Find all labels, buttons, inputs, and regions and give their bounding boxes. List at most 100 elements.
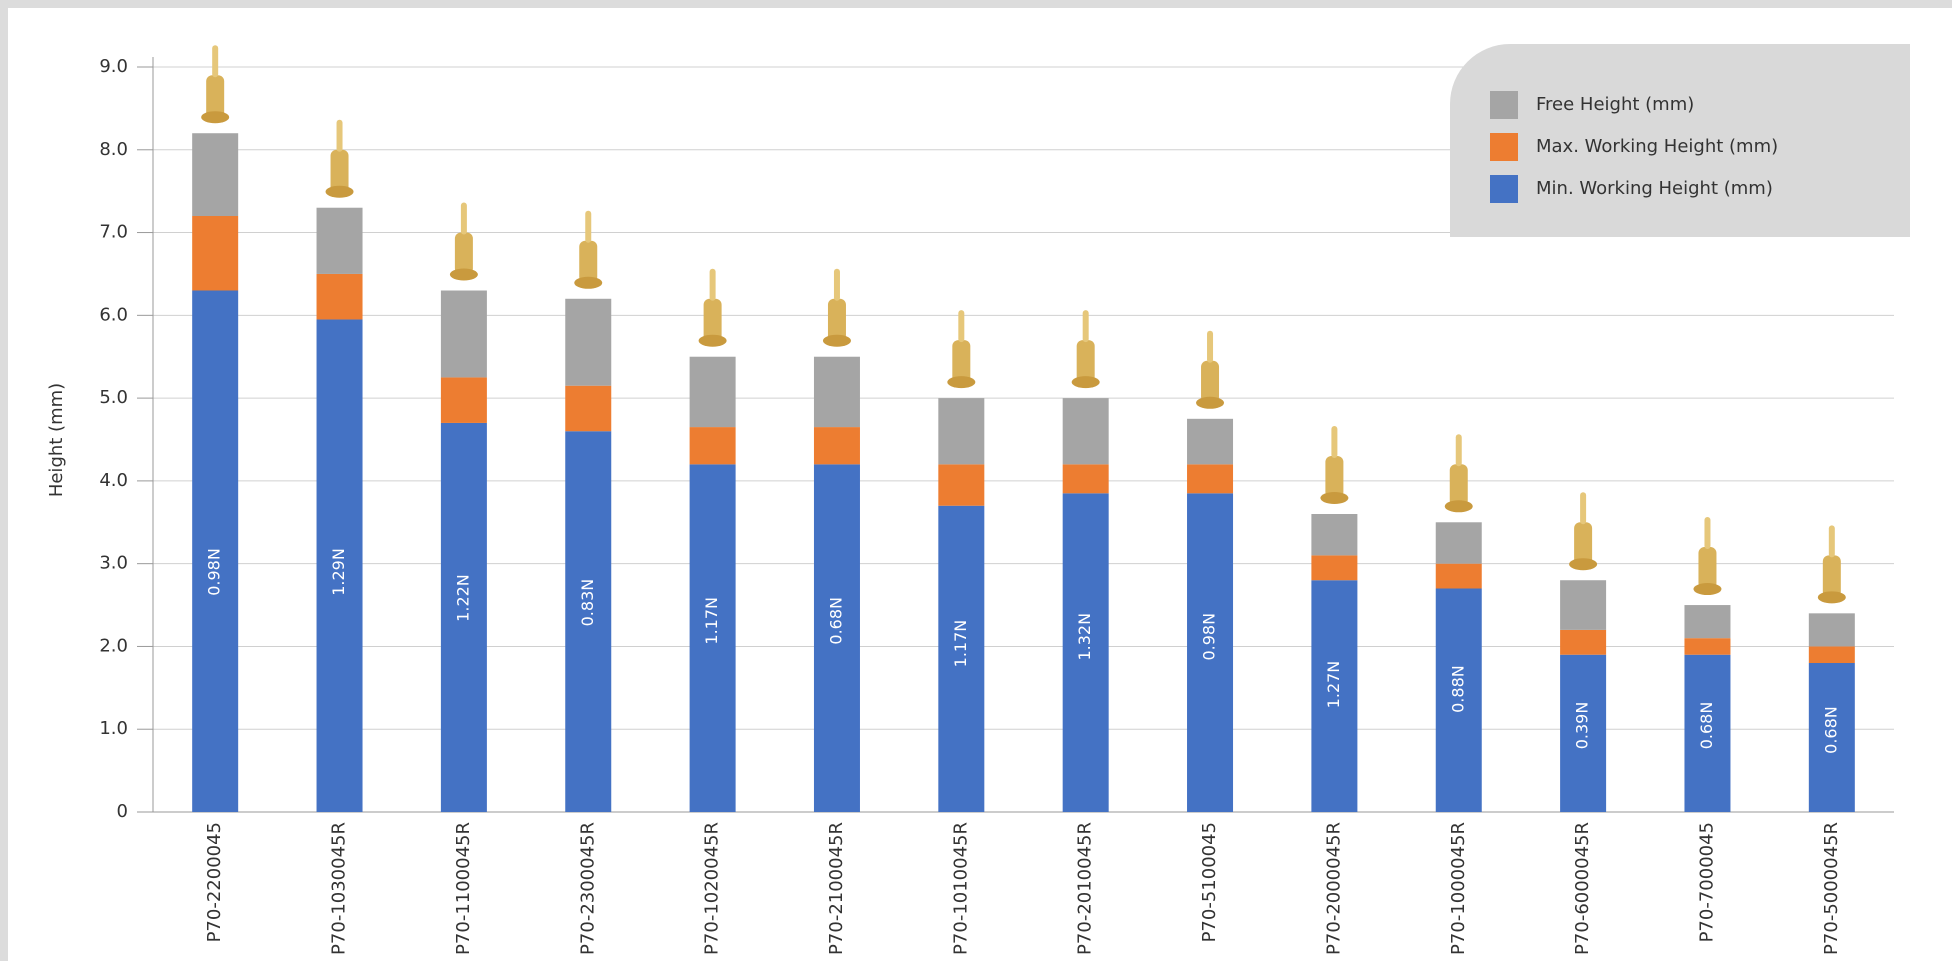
bar-segment [1435, 588, 1482, 812]
x-tick-label: P70-2000045R [1323, 822, 1344, 955]
bar-annotation: 0.39N [1573, 702, 1592, 750]
pin-base [1817, 591, 1846, 604]
y-tick-label: 6.0 [99, 304, 128, 325]
bar-annotation: 1.17N [951, 620, 970, 668]
bar-segment [1062, 464, 1109, 494]
bar-segment [565, 385, 612, 432]
pin-body [1449, 464, 1468, 507]
x-tick-label: P70-7000045 [1696, 822, 1717, 942]
pin-tip [833, 268, 840, 301]
y-tick-label: 9.0 [99, 56, 128, 77]
bar-annotation: 0.68N [1821, 706, 1840, 754]
pin-base [1071, 376, 1100, 389]
bar-segment [813, 356, 860, 428]
x-tick-label: P70-2200045 [204, 822, 225, 942]
x-tick-label: P70-1030045R [329, 822, 350, 955]
pin-base [325, 185, 354, 198]
pin-base [1320, 492, 1349, 504]
bar-annotation: 1.27N [1324, 661, 1343, 709]
bar-segment [192, 216, 239, 291]
pin-base [574, 276, 603, 289]
pin-body [952, 340, 971, 383]
y-tick-label: 0 [117, 801, 128, 822]
pin-tip [958, 310, 965, 343]
pin-base [947, 376, 976, 389]
pin-tip [1207, 330, 1214, 363]
bar-segment [440, 377, 487, 423]
x-tick-label: P70-2100045R [826, 822, 847, 955]
pin-base [449, 268, 478, 281]
pin-base [201, 111, 230, 124]
x-tick-label: P70-5000045R [1821, 822, 1842, 955]
legend-box [1450, 44, 1910, 237]
legend-swatch [1490, 133, 1518, 161]
pin-base [1444, 500, 1473, 513]
bar-annotation: 1.22N [453, 574, 472, 622]
bar-segment [192, 133, 239, 216]
bar-segment [316, 207, 363, 274]
pin-tip [1331, 426, 1338, 458]
pin-base [698, 334, 727, 347]
bar-segment [565, 298, 612, 386]
bar-segment [813, 427, 860, 465]
x-tick-label: P70-1010045R [950, 822, 971, 955]
bar-segment [1684, 605, 1731, 639]
pin-tip [1455, 434, 1462, 467]
bar-segment [1560, 629, 1607, 655]
bar-segment [1435, 522, 1482, 564]
bar-segment [938, 505, 985, 812]
bar-annotation: 0.88N [1448, 665, 1467, 713]
bar-annotation: 1.29N [329, 548, 348, 596]
bar-segment [1062, 398, 1109, 465]
bar-segment [440, 290, 487, 378]
bar-segment [1684, 654, 1731, 812]
bar-segment [1808, 613, 1855, 647]
pin-base [1569, 558, 1598, 571]
bar-segment [1187, 464, 1234, 494]
y-tick-label: 4.0 [99, 470, 128, 491]
bar-segment [1560, 654, 1607, 812]
pin-body [1822, 555, 1841, 598]
bar-annotation: 0.98N [205, 548, 224, 596]
pin-tip [460, 202, 467, 235]
pin-tip [709, 268, 716, 301]
bar-annotation: 0.98N [1200, 613, 1219, 661]
y-tick-label: 2.0 [99, 635, 128, 656]
legend-swatch [1490, 91, 1518, 119]
bar-segment [316, 273, 363, 320]
pin-tip [1082, 310, 1089, 343]
bar-annotation: 1.32N [1075, 613, 1094, 661]
bar-segment [1187, 418, 1234, 465]
bar-annotation: 0.68N [826, 597, 845, 645]
legend-label: Free Height (mm) [1536, 94, 1694, 115]
pin-body [1325, 456, 1344, 498]
legend-label: Max. Working Height (mm) [1536, 136, 1778, 157]
bar-segment [813, 464, 860, 812]
pin-tip [585, 210, 592, 243]
pin-body [827, 298, 846, 341]
pin-body [330, 149, 349, 192]
x-tick-label: P70-1000045R [1448, 822, 1469, 955]
pin-body [703, 298, 722, 341]
bar-annotation: 0.68N [1697, 702, 1716, 750]
bar-segment [1808, 663, 1855, 812]
bar-segment [938, 464, 985, 506]
pin-tip [1828, 525, 1835, 558]
bar-segment [689, 427, 736, 465]
bar-segment [440, 422, 487, 812]
pin-base [822, 334, 851, 347]
y-tick-label: 7.0 [99, 222, 128, 243]
bar-segment [1311, 580, 1358, 812]
legend-label: Min. Working Height (mm) [1536, 178, 1773, 199]
pin-tip [336, 119, 343, 152]
bar-segment [938, 398, 985, 465]
bar-segment [1311, 555, 1358, 581]
pin-body [579, 240, 598, 283]
x-tick-label: P70-2010045R [1075, 822, 1096, 955]
bar-segment [1560, 580, 1607, 630]
x-tick-label: P70-5100045 [1199, 822, 1220, 942]
bar-annotation: 1.17N [702, 597, 721, 645]
legend-swatch [1490, 175, 1518, 203]
y-tick-label: 5.0 [99, 387, 128, 408]
